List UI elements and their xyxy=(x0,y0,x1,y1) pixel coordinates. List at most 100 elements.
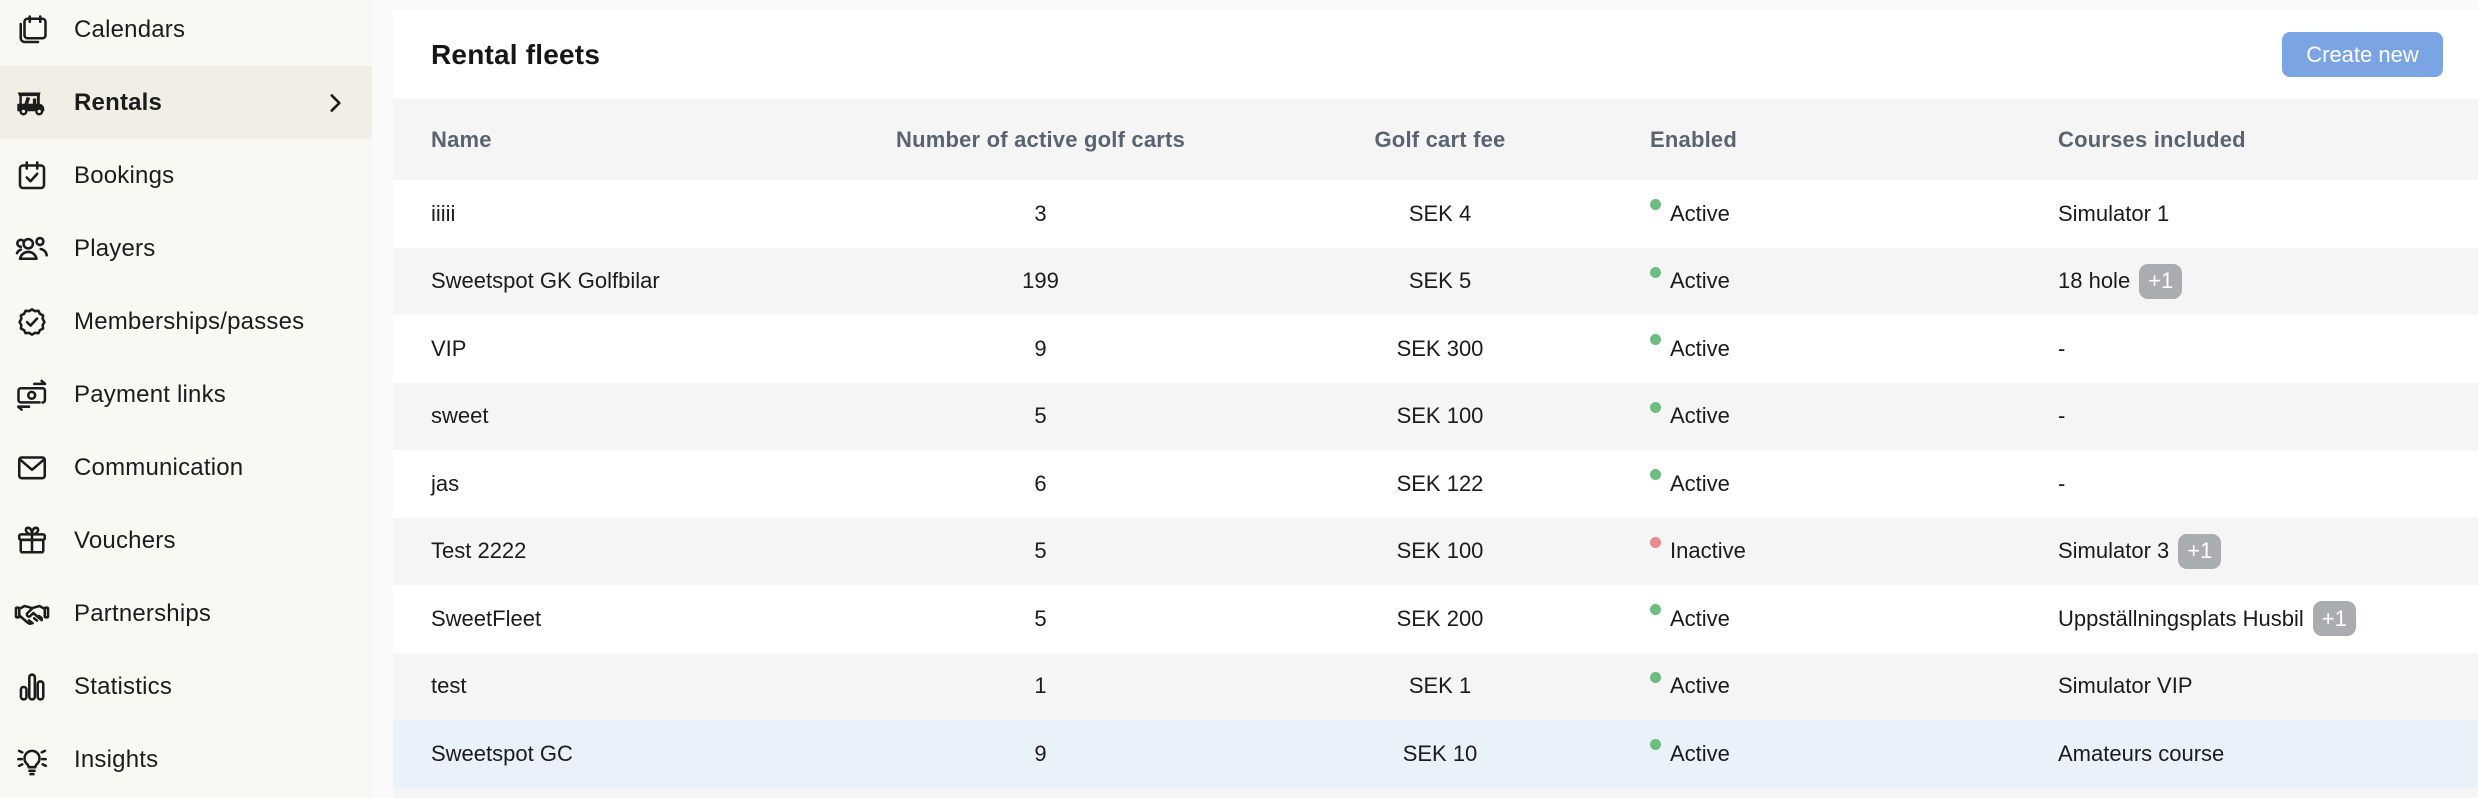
status-label: Active xyxy=(1670,740,1730,766)
table-row[interactable]: SweetFleet 5 SEK 200 Active Uppställning… xyxy=(393,585,2478,653)
sidebar-item-label: Communication xyxy=(74,453,244,481)
handshake-icon xyxy=(14,596,50,632)
gift-icon xyxy=(14,523,50,559)
cell-active-carts: 199 xyxy=(1022,268,1059,294)
sidebar-item-label: Calendars xyxy=(74,15,186,43)
sidebar-item-label: Statistics xyxy=(74,672,173,700)
courses-extra-badge: +1 xyxy=(2139,263,2183,299)
sidebar-item-payment-links[interactable]: Payment links xyxy=(0,358,372,431)
sidebar-item-insights[interactable]: Insights xyxy=(0,723,372,796)
cell-name: iiiii xyxy=(431,200,456,226)
cell-active-carts: 1 xyxy=(1034,673,1047,699)
cell-name: test xyxy=(431,673,467,699)
sidebar-item-label: Partnerships xyxy=(74,599,212,627)
cell-enabled: Inactive xyxy=(1650,536,2058,564)
status-label: Active xyxy=(1670,673,1730,699)
status-dot xyxy=(1650,266,1661,278)
rental-fleets-table: Name Number of active golf carts Golf ca… xyxy=(393,99,2478,798)
cell-courses: Simulator 3 +1 xyxy=(2058,533,2440,569)
cell-enabled: Active xyxy=(1650,266,2058,294)
calendar-check-icon xyxy=(14,158,50,194)
cell-name: sweet xyxy=(431,403,489,429)
table-row[interactable]: Test 2222 5 SEK 100 Inactive Simulator 3… xyxy=(393,517,2478,585)
sidebar: Calendars Rentals Bookings Players Membe… xyxy=(0,0,372,798)
cell-courses: Amateurs course xyxy=(2058,741,2440,767)
sidebar-item-label: Memberships/passes xyxy=(74,307,305,335)
create-new-button[interactable]: Create new xyxy=(2282,32,2443,77)
column-header-enabled: Enabled xyxy=(1650,126,1737,152)
payment-links-icon xyxy=(14,377,50,413)
calendars-icon xyxy=(14,12,50,48)
status-label: Active xyxy=(1670,268,1730,294)
cell-enabled: Active xyxy=(1650,604,2058,632)
course-name: Simulator VIP xyxy=(2058,673,2193,699)
status-label: Active xyxy=(1670,335,1730,361)
column-header-name: Name xyxy=(431,126,492,152)
sidebar-item-rentals[interactable]: Rentals xyxy=(0,66,372,139)
status-dot xyxy=(1650,604,1661,616)
bar-chart-icon xyxy=(14,669,50,705)
cell-enabled: Active xyxy=(1650,199,2058,227)
course-name: Simulator 3 xyxy=(2058,538,2170,564)
cell-courses: - xyxy=(2058,471,2440,497)
cell-name: Sweetspot GK Golfbilar xyxy=(431,268,660,294)
cell-fee: SEK 4 xyxy=(1408,200,1472,226)
course-name: - xyxy=(2058,470,2066,496)
cell-name: jas xyxy=(431,470,460,496)
sidebar-item-vouchers[interactable]: Vouchers xyxy=(0,504,372,577)
sidebar-item-calendars[interactable]: Calendars xyxy=(0,0,372,66)
table-row[interactable]: Sweetspot GC 9 SEK 10 Active Amateurs co… xyxy=(393,720,2478,788)
table-row[interactable]: test 1 SEK 1 Active Simulator VIP xyxy=(393,652,2478,720)
status-label: Active xyxy=(1670,470,1730,496)
envelope-icon xyxy=(14,450,50,486)
table-row[interactable]: iiiii 3 SEK 4 Active Simulator 1 xyxy=(393,180,2478,248)
table-row[interactable]: VIP 9 SEK 300 Active - xyxy=(393,315,2478,383)
players-icon xyxy=(14,231,50,267)
cell-enabled: Active xyxy=(1650,739,2058,767)
sidebar-item-label: Insights xyxy=(74,745,159,773)
cell-fee: SEK 300 xyxy=(1396,335,1484,361)
table-row[interactable]: sweet 5 SEK 100 Active - xyxy=(393,382,2478,450)
cell-enabled: Active xyxy=(1650,469,2058,497)
sidebar-item-label: Bookings xyxy=(74,161,175,189)
sidebar-item-players[interactable]: Players xyxy=(0,212,372,285)
badge-check-icon xyxy=(14,304,50,340)
page-title: Rental fleets xyxy=(431,38,601,70)
course-name: 18 hole xyxy=(2058,268,2131,294)
status-dot xyxy=(1650,536,1661,548)
course-name: - xyxy=(2058,403,2066,429)
sidebar-item-label: Rentals xyxy=(74,88,163,116)
cell-fee: SEK 1 xyxy=(1408,673,1472,699)
cell-courses: Uppställningsplats Husbil +1 xyxy=(2058,601,2440,637)
cell-fee: SEK 10 xyxy=(1402,740,1478,766)
cell-fee: SEK 5 xyxy=(1408,268,1472,294)
status-dot xyxy=(1650,469,1661,481)
cell-courses: - xyxy=(2058,403,2440,429)
sidebar-item-statistics[interactable]: Statistics xyxy=(0,650,372,723)
sidebar-item-partnerships[interactable]: Partnerships xyxy=(0,577,372,650)
table-header-row: Name Number of active golf carts Golf ca… xyxy=(393,99,2478,180)
status-label: Inactive xyxy=(1670,538,1746,564)
status-dot xyxy=(1650,334,1661,346)
main-content: Rental fleets Create new Name Number of … xyxy=(393,0,2478,798)
sidebar-item-communication[interactable]: Communication xyxy=(0,431,372,504)
cell-active-carts: 5 xyxy=(1034,403,1047,429)
column-header-active-carts: Number of active golf carts xyxy=(895,126,1186,152)
column-header-fee: Golf cart fee xyxy=(1374,126,1506,152)
cell-name: Sweetspot GC xyxy=(431,740,573,766)
sidebar-item-bookings[interactable]: Bookings xyxy=(0,139,372,212)
sidebar-item-label: Players xyxy=(74,234,156,262)
cell-enabled: Active xyxy=(1650,334,2058,362)
sidebar-item-memberships-passes[interactable]: Memberships/passes xyxy=(0,285,372,358)
cell-fee: SEK 100 xyxy=(1396,403,1484,429)
table-row[interactable]: Sweetspot GK Golfbilar 199 SEK 5 Active … xyxy=(393,247,2478,315)
course-name: Amateurs course xyxy=(2058,740,2225,766)
status-label: Active xyxy=(1670,200,1730,226)
cell-active-carts: 5 xyxy=(1034,605,1047,631)
cell-courses: Simulator VIP xyxy=(2058,673,2440,699)
status-dot xyxy=(1650,401,1661,413)
golf-cart-icon xyxy=(14,85,50,121)
table-row[interactable]: jas 6 SEK 122 Active - xyxy=(393,450,2478,518)
status-dot xyxy=(1650,739,1661,751)
